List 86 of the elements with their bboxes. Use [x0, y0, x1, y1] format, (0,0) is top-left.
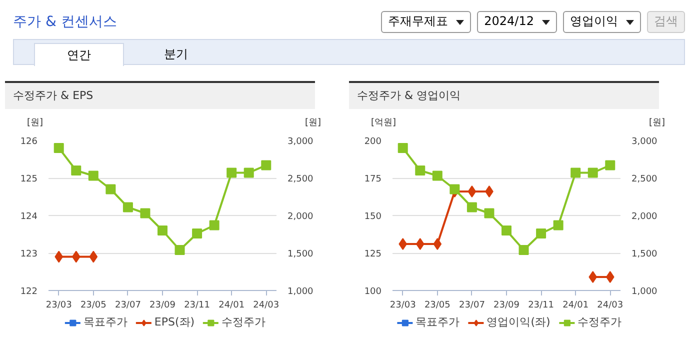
y-tick-label: 175	[364, 174, 382, 184]
point	[468, 186, 476, 198]
y-tick-label: 125	[364, 250, 382, 260]
point	[54, 143, 64, 153]
y-axis-title: [억원]	[371, 117, 396, 130]
point	[450, 184, 460, 194]
point	[536, 228, 546, 238]
point	[192, 228, 202, 238]
y-tick-label: 123	[20, 250, 38, 260]
legend-label: EPS(좌)	[154, 314, 195, 330]
point	[122, 202, 133, 212]
y2-tick-label: 2,000	[288, 212, 314, 222]
point	[433, 238, 442, 250]
text: 주가 & 컨센서스	[12, 13, 117, 32]
point	[588, 271, 598, 283]
point	[606, 271, 614, 283]
x-tick-label: 23/03	[390, 300, 416, 310]
y-tick-label: 125	[20, 174, 38, 184]
text: 검색	[647, 11, 685, 33]
y2-tick-label: 1,500	[288, 250, 314, 260]
y-tick-label: 124	[20, 212, 38, 222]
y-tick-label: 200	[364, 137, 382, 147]
text: 분기	[164, 46, 188, 63]
point	[605, 160, 616, 170]
point	[466, 202, 477, 212]
y2-axis-title: [원]	[305, 117, 322, 130]
x-tick-label: 24/03	[253, 300, 280, 310]
point	[226, 168, 237, 178]
x-tick-label: 23/05	[80, 300, 106, 310]
point	[588, 168, 598, 178]
y2-tick-label: 1,000	[632, 287, 658, 297]
y-tick-label: 150	[364, 212, 382, 222]
point	[106, 184, 116, 194]
y2-tick-label: 2,500	[288, 174, 314, 184]
legend-label: 수정주가	[222, 314, 266, 330]
legend-label: 목표주가	[416, 314, 460, 330]
x-tick-label: 23/09	[494, 300, 520, 310]
y2-tick-label: 1,000	[288, 287, 314, 297]
y2-tick-label: 3,000	[288, 137, 314, 147]
point	[140, 208, 150, 218]
point	[398, 143, 408, 153]
y-axis-title: [원]	[27, 117, 44, 130]
text: 2024/12	[477, 11, 557, 33]
point	[174, 245, 185, 255]
y2-tick-label: 3,000	[632, 137, 658, 147]
point	[502, 226, 512, 236]
text: 영업이익	[563, 11, 641, 33]
text: 연간	[34, 43, 124, 66]
legend-label: 목표주가	[83, 314, 128, 330]
x-tick-label: 24/01	[562, 300, 589, 310]
x-tick-label: 24/01	[218, 300, 245, 310]
chart-title: 수정주가 & 영업이익	[349, 81, 659, 109]
point	[432, 170, 442, 181]
x-tick-label: 24/03	[597, 300, 624, 310]
legend-label: 수정주가	[577, 314, 622, 330]
point	[570, 168, 581, 178]
y2-tick-label: 1,500	[632, 250, 658, 260]
point	[485, 186, 494, 198]
y2-axis-title: [원]	[649, 117, 666, 130]
point	[553, 220, 564, 230]
x-tick-label: 23/05	[424, 300, 450, 310]
point	[416, 238, 424, 250]
text: 주재무제표	[381, 11, 472, 33]
y2-tick-label: 2,000	[632, 212, 658, 222]
x-tick-label: 23/07	[458, 300, 485, 310]
legend-label: 영업이익(좌)	[486, 314, 550, 330]
chart-title: 수정주가 & EPS	[5, 81, 315, 109]
point	[88, 170, 98, 181]
point	[261, 160, 272, 170]
x-tick-label: 23/03	[46, 300, 72, 310]
point	[244, 168, 254, 178]
point	[209, 220, 220, 230]
x-tick-label: 23/09	[150, 300, 176, 310]
y-tick-label: 100	[364, 287, 382, 297]
point	[71, 166, 82, 176]
y2-tick-label: 2,500	[632, 174, 658, 184]
point	[398, 238, 408, 250]
point	[484, 208, 494, 218]
y-tick-label: 126	[20, 137, 38, 147]
x-tick-label: 23/11	[528, 300, 554, 310]
point	[415, 166, 426, 176]
x-tick-label: 23/11	[184, 300, 210, 310]
x-tick-label: 23/07	[114, 300, 141, 310]
y-tick-label: 122	[20, 287, 38, 297]
point	[518, 245, 529, 255]
point	[158, 226, 168, 236]
